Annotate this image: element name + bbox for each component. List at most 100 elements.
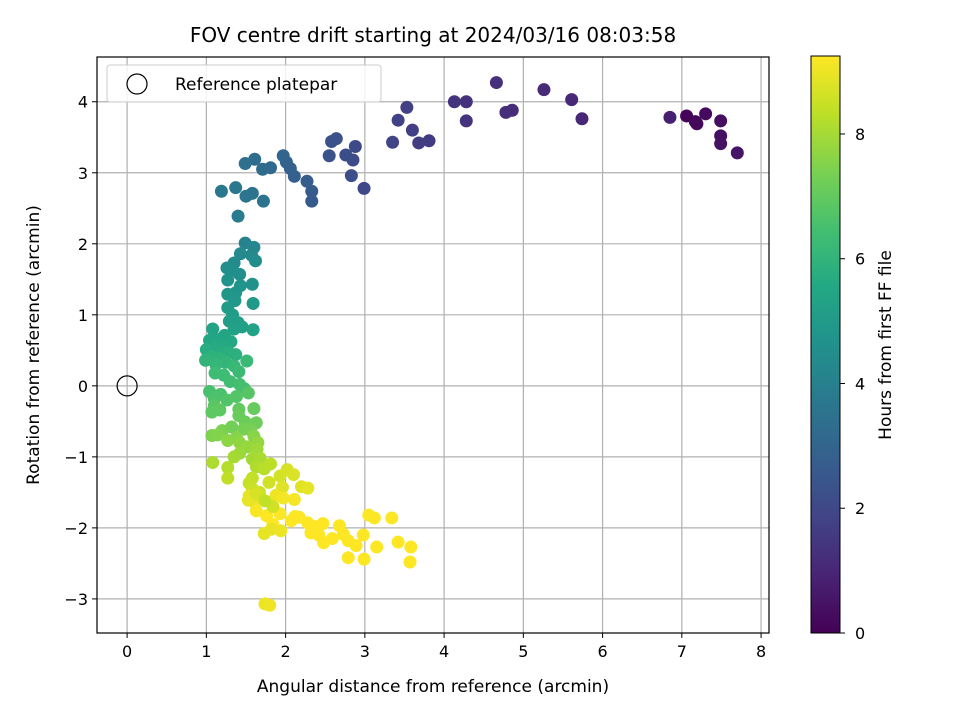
data-point [262, 475, 276, 489]
data-point [229, 389, 243, 403]
data-point [316, 517, 330, 531]
data-point [400, 100, 414, 114]
data-point [348, 139, 362, 153]
data-point [385, 511, 399, 525]
data-point [356, 528, 370, 542]
data-point [404, 540, 418, 554]
data-point [663, 110, 677, 124]
chart-title: FOV centre drift starting at 2024/03/16 … [190, 23, 676, 47]
data-point [206, 456, 220, 470]
data-point [227, 450, 241, 464]
data-point [221, 461, 235, 475]
data-point [205, 405, 219, 419]
data-point [264, 457, 278, 471]
data-point [357, 552, 371, 566]
colorbar-tick-label: 0 [855, 624, 865, 643]
colorbar-tick-label: 6 [855, 250, 865, 269]
data-point [246, 296, 260, 310]
data-point [239, 189, 253, 203]
data-point [276, 149, 290, 163]
colorbar [810, 55, 841, 634]
x-tick-label: 5 [518, 642, 528, 661]
data-point [403, 555, 417, 569]
reference-platepar-marker [116, 375, 138, 397]
data-point [206, 322, 220, 336]
y-axis-label: Rotation from reference (arcmin) [24, 205, 44, 485]
data-point [249, 487, 263, 501]
data-point [565, 93, 579, 107]
data-point [248, 254, 262, 268]
data-point [714, 114, 728, 128]
data-point [221, 471, 235, 485]
data-point [370, 540, 384, 554]
data-point [221, 434, 235, 448]
data-point [233, 267, 247, 281]
data-point [730, 146, 744, 160]
data-point [349, 539, 363, 553]
data-point [325, 135, 339, 149]
data-point [256, 162, 270, 176]
data-point [208, 366, 222, 380]
legend-entry-label: Reference platepar [175, 75, 337, 95]
data-point [339, 148, 353, 162]
data-point [246, 323, 260, 337]
x-tick-label: 0 [122, 642, 132, 661]
data-point [232, 365, 246, 379]
data-point [274, 524, 288, 538]
data-point [325, 532, 339, 546]
x-tick-label: 4 [439, 642, 449, 661]
data-point [229, 348, 243, 362]
data-point [341, 551, 355, 565]
colorbar-tick-label: 8 [855, 125, 865, 144]
data-point [322, 149, 336, 163]
data-point [499, 105, 513, 119]
colorbar-tick-label: 4 [855, 374, 865, 393]
colorbar-ticks: 0 2 4 6 8 [840, 125, 865, 643]
legend-marker-circle [126, 73, 148, 95]
y-tick-label: −1 [64, 448, 88, 467]
y-axis-ticks: −3 −2 −1 0 1 2 3 4 [64, 93, 97, 609]
data-point [305, 184, 319, 198]
data-point [245, 277, 259, 291]
data-point [220, 261, 234, 275]
data-point [412, 136, 426, 150]
data-point [575, 112, 589, 126]
plot-frame [96, 56, 770, 634]
data-point [300, 174, 314, 188]
x-tick-label: 2 [281, 642, 291, 661]
data-point [422, 134, 436, 148]
data-point [233, 247, 247, 261]
colorbar-tick-label: 2 [855, 499, 865, 518]
reference-marker-group [116, 375, 138, 397]
data-point [247, 402, 261, 416]
y-tick-label: 4 [78, 93, 88, 112]
data-point [459, 95, 473, 109]
data-point [229, 181, 243, 195]
data-point [256, 194, 270, 208]
data-point [301, 481, 315, 495]
data-point [386, 135, 400, 149]
data-point [287, 468, 301, 482]
data-point [249, 504, 263, 518]
x-tick-label: 6 [597, 642, 607, 661]
legend: Reference platepar [106, 64, 382, 103]
data-point [210, 428, 224, 442]
y-tick-label: 1 [78, 306, 88, 325]
data-point [241, 386, 255, 400]
data-point [287, 492, 301, 506]
data-point [459, 114, 473, 128]
y-tick-label: 2 [78, 235, 88, 254]
data-point [447, 95, 461, 109]
data-point [690, 117, 704, 131]
data-point [391, 113, 405, 127]
data-point [258, 494, 272, 508]
x-axis-ticks: 0 1 2 3 4 5 6 7 8 [122, 633, 766, 661]
x-axis-label: Angular distance from reference (arcmin) [257, 677, 609, 697]
data-point [231, 209, 245, 223]
data-point [367, 511, 381, 525]
data-point [199, 353, 213, 367]
data-point [263, 598, 277, 612]
data-points [199, 76, 744, 612]
y-tick-label: −2 [64, 519, 88, 538]
